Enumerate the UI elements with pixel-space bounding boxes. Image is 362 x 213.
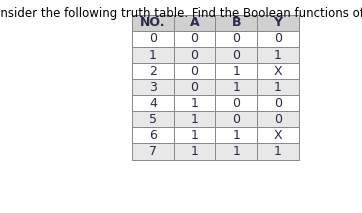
Text: 0: 0 — [274, 32, 282, 45]
Bar — [132, 47, 174, 63]
Text: 1: 1 — [274, 49, 282, 62]
Text: 0: 0 — [190, 32, 199, 45]
Text: NO.: NO. — [140, 16, 166, 29]
Text: 7: 7 — [149, 145, 157, 158]
Bar — [132, 31, 174, 47]
Bar — [174, 95, 215, 111]
Bar — [257, 15, 299, 31]
Bar — [174, 144, 215, 160]
Bar — [257, 111, 299, 127]
Text: 1: 1 — [191, 129, 198, 142]
Text: X: X — [274, 129, 282, 142]
Bar — [132, 63, 174, 79]
Text: 1: 1 — [191, 145, 198, 158]
Bar — [257, 79, 299, 95]
Bar — [215, 111, 257, 127]
Bar — [174, 127, 215, 144]
Text: 1: 1 — [232, 81, 240, 94]
Text: 1: 1 — [191, 113, 198, 126]
Bar — [174, 79, 215, 95]
Text: 0: 0 — [232, 113, 240, 126]
Bar — [215, 95, 257, 111]
Text: 1: 1 — [232, 129, 240, 142]
Text: 1: 1 — [232, 65, 240, 78]
Text: 1: 1 — [149, 49, 157, 62]
Text: B: B — [231, 16, 241, 29]
Bar — [215, 31, 257, 47]
Bar — [174, 47, 215, 63]
Text: 1: 1 — [274, 145, 282, 158]
Text: 0: 0 — [274, 113, 282, 126]
Bar — [215, 63, 257, 79]
Text: 0: 0 — [232, 49, 240, 62]
Bar — [215, 79, 257, 95]
Text: Consider the following truth table. Find the Boolean functions of Y.: Consider the following truth table. Find… — [0, 7, 362, 20]
Text: A: A — [190, 16, 199, 29]
Text: X: X — [274, 65, 282, 78]
Bar — [257, 144, 299, 160]
Bar — [174, 15, 215, 31]
Text: 2: 2 — [149, 65, 157, 78]
Text: 0: 0 — [190, 81, 199, 94]
Bar — [257, 127, 299, 144]
Text: 1: 1 — [274, 81, 282, 94]
Bar — [174, 63, 215, 79]
Bar — [174, 111, 215, 127]
Bar — [215, 144, 257, 160]
Text: 0: 0 — [149, 32, 157, 45]
Text: Y: Y — [273, 16, 282, 29]
Text: 5: 5 — [149, 113, 157, 126]
Bar — [257, 95, 299, 111]
Bar — [132, 79, 174, 95]
Bar — [132, 111, 174, 127]
Text: 1: 1 — [191, 97, 198, 110]
Bar — [215, 127, 257, 144]
Bar — [257, 31, 299, 47]
Text: 0: 0 — [190, 49, 199, 62]
Text: 0: 0 — [232, 32, 240, 45]
Text: 6: 6 — [149, 129, 157, 142]
Text: 0: 0 — [190, 65, 199, 78]
Text: 0: 0 — [232, 97, 240, 110]
Text: 0: 0 — [274, 97, 282, 110]
Bar — [132, 144, 174, 160]
Bar — [132, 95, 174, 111]
Bar — [257, 47, 299, 63]
Bar — [257, 63, 299, 79]
Bar — [215, 47, 257, 63]
Bar — [132, 15, 174, 31]
Bar — [132, 127, 174, 144]
Text: 1: 1 — [232, 145, 240, 158]
Text: 3: 3 — [149, 81, 157, 94]
Text: 4: 4 — [149, 97, 157, 110]
Bar — [174, 31, 215, 47]
Bar — [215, 15, 257, 31]
